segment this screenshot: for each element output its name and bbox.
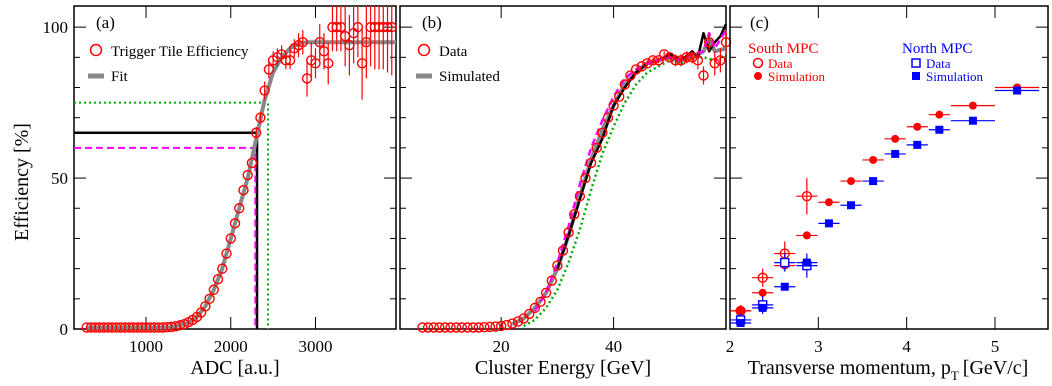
panel-b-x-axis-title: Cluster Energy [GeV]	[475, 357, 651, 379]
x-tick-label: 4	[902, 337, 911, 356]
legend-filled-square-marker	[912, 72, 920, 80]
data-point	[781, 283, 789, 291]
panel-a: (a) ADC [a.u.] Trigger Tile Efficiency F…	[74, 6, 396, 379]
series-line	[87, 42, 396, 327]
data-point	[502, 321, 511, 330]
legend-filled-circle-marker	[754, 72, 762, 80]
data-point	[935, 111, 943, 119]
panel-c-label: (c)	[750, 13, 769, 32]
data-point	[935, 126, 943, 134]
legend-data: Data	[439, 44, 468, 60]
data-point	[825, 219, 833, 227]
data-point	[781, 259, 789, 267]
y-tick-label: 0	[60, 320, 69, 339]
series-line	[512, 39, 726, 324]
data-point	[891, 135, 899, 143]
data-point	[969, 117, 977, 125]
x-tick-label: 2	[726, 337, 735, 356]
data-point	[825, 198, 833, 206]
legend-open-circle-marker	[91, 45, 102, 56]
y-tick-label: 50	[51, 169, 68, 188]
data-point	[969, 102, 977, 110]
legend-south-simulation: Simulation	[768, 69, 826, 84]
data-point	[891, 150, 899, 158]
series-line	[557, 24, 726, 269]
panel-a-label: (a)	[96, 13, 115, 32]
panel-c: (c) Transverse momentum, pT [GeV/c] South…	[726, 6, 1048, 383]
x-tick-label: 5	[991, 337, 1000, 356]
panel-c-legend: South MPC Data Simulation North MPC Data…	[748, 41, 984, 84]
legend-north-mpc-title: North MPC	[902, 41, 972, 57]
data-point	[803, 231, 811, 239]
x-axis-title-subscript: T	[951, 368, 959, 383]
legend-simulated: Simulated	[439, 69, 500, 85]
data-point	[759, 289, 767, 297]
data-point	[847, 177, 855, 185]
data-point	[847, 201, 855, 209]
data-point	[869, 156, 877, 164]
data-point	[803, 259, 811, 267]
data-point	[737, 307, 745, 315]
x-tick-label: 2000	[214, 337, 248, 356]
data-point	[869, 177, 877, 185]
series-line	[535, 30, 726, 311]
panel-c-x-axis-title: Transverse momentum, pT [GeV/c]	[748, 357, 1029, 383]
legend-north-simulation: Simulation	[926, 69, 984, 84]
x-axis-title-unit: [GeV/c]	[963, 357, 1029, 379]
panel-a-x-axis-title: ADC [a.u.]	[190, 357, 279, 379]
data-point	[913, 141, 921, 149]
data-point	[1013, 87, 1021, 95]
x-tick-label: 20	[493, 337, 510, 356]
data-point	[913, 123, 921, 131]
series-line	[524, 57, 726, 326]
legend-open-circle-marker	[754, 59, 763, 68]
legend-open-circle-marker	[419, 45, 430, 56]
x-tick-label: 40	[605, 337, 622, 356]
y-tick-label: 100	[43, 18, 69, 37]
panel-a-legend: Trigger Tile Efficiency Fit	[88, 44, 249, 85]
panel-b: (b) Cluster Energy [GeV] Data Simulated …	[400, 6, 731, 379]
y-axis-title: Efficiency [%]	[11, 123, 33, 241]
threshold-reference-line	[74, 133, 257, 329]
data-point	[759, 304, 767, 312]
x-tick-label: 1000	[129, 337, 163, 356]
panel-b-label: (b)	[422, 13, 442, 32]
panel-b-legend: Data Simulated	[416, 44, 500, 85]
x-tick-label: 3	[814, 337, 823, 356]
legend-fit: Fit	[111, 69, 129, 85]
x-tick-label: 3000	[299, 337, 333, 356]
legend-south-mpc-title: South MPC	[748, 41, 818, 57]
x-axis-title-main: Transverse momentum, p	[748, 357, 951, 379]
legend-open-square-marker	[912, 59, 920, 67]
legend-trigger-tile-efficiency: Trigger Tile Efficiency	[111, 44, 249, 60]
data-point	[737, 319, 745, 327]
threshold-reference-line	[74, 148, 255, 329]
